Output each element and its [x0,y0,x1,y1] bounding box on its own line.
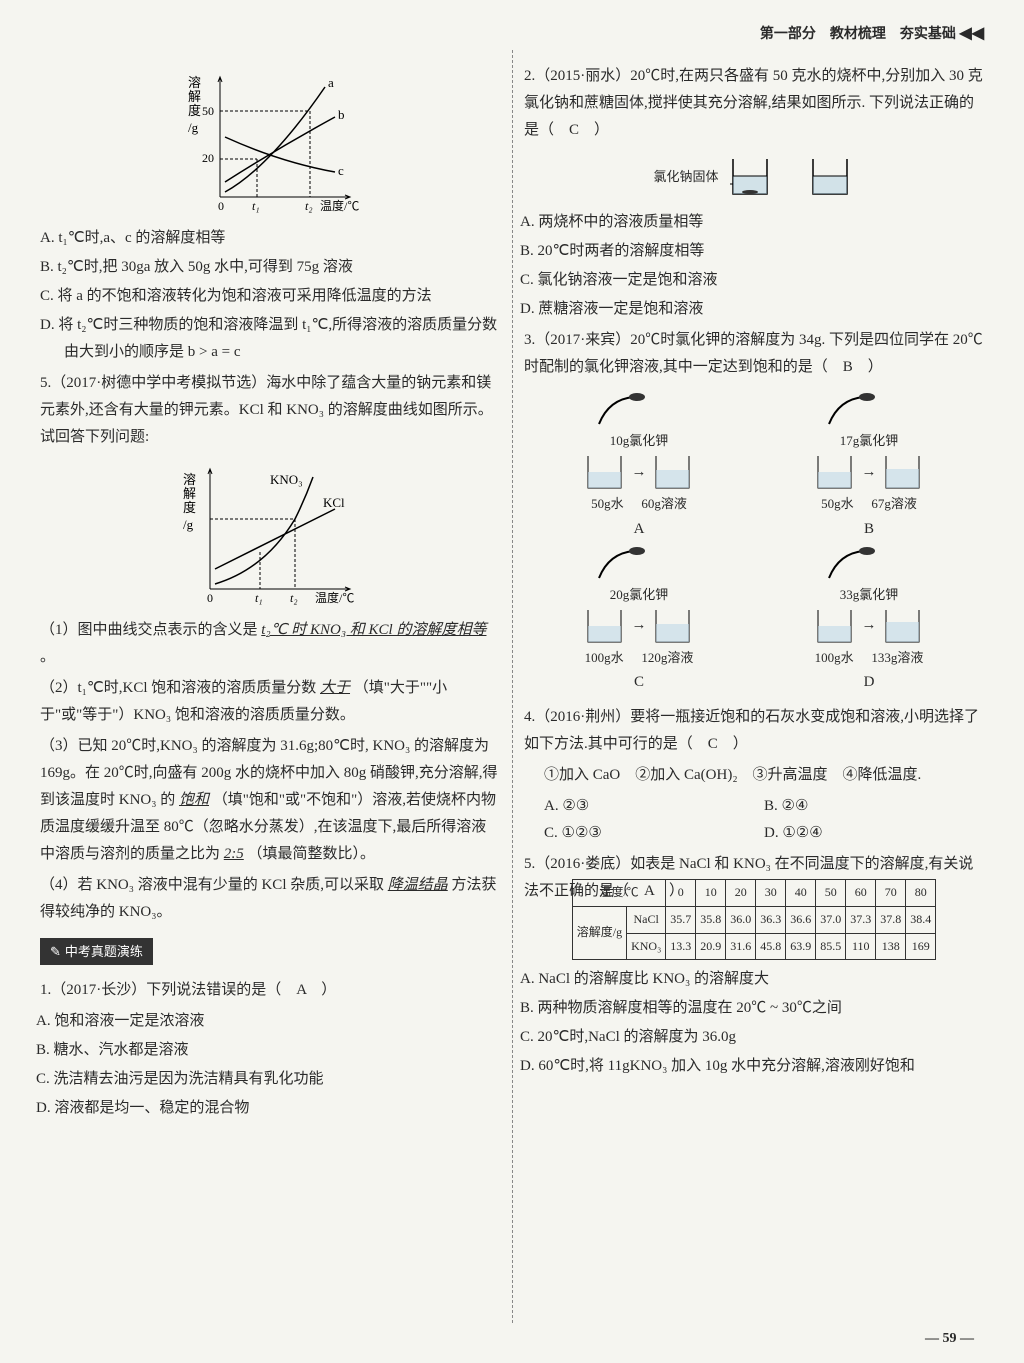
q5-sub1-answer: t₂℃ 时 KNO₃ 和 KCl 的溶解度相等 [261,622,486,638]
ex5-c: C. 20℃时,NaCl 的溶解度为 36.0g [524,1024,984,1051]
solubility-table-full: 温度/℃ 0 10 20 30 40 50 60 70 80 溶解度/g NaC… [572,879,937,960]
ex3-c-b1: 100g水 [585,646,624,669]
ex3-c-label: C [634,669,644,696]
ex4-c: C. ①②③ [544,820,764,847]
ex2-b: B. 20℃时两者的溶解度相等 [524,238,984,265]
q5-sub2-answer: 大于 [320,680,350,696]
q5-sub3-suffix: （填最简整数比）。 [248,846,376,862]
svg-text:解: 解 [183,486,196,501]
q5-sub1: （1）图中曲线交点表示的含义是 t₂℃ 时 KNO₃ 和 KCl 的溶解度相等 … [40,617,500,671]
svg-text:0: 0 [218,199,224,213]
ex3-a-b1: 50g水 [591,492,624,515]
ex2-a: A. 两烧杯中的溶液质量相等 [524,209,984,236]
q4-option-b: B. t₂℃时,把 30ga 放入 50g 水中,可得到 75g 溶液 [40,254,500,281]
q5-sub4: （4）若 KNO₃ 溶液中混有少量的 KCl 杂质,可以采取 降温结晶 方法获得… [40,872,500,926]
svg-text:c: c [338,163,344,178]
left-column: 溶 解 度 /g 50 20 a b c 0 [40,59,500,1124]
q4-option-d: D. 将 t₂℃时三种物质的饱和溶液降温到 t₁℃,所得溶液的溶质质量分数由大到… [40,312,500,366]
ex4-stem: 4.（2016·荆州）要将一瓶接近饱和的石灰水变成饱和溶液,小明选择了如下方法.… [524,704,984,758]
svg-text:度: 度 [188,103,201,118]
ex3-options: 10g氯化钾 → 50g水 60g溶液 A 17g氯化钾 → [524,389,984,697]
svg-text:t₂: t₂ [305,199,313,213]
svg-text:50: 50 [202,104,214,118]
ex5-b: B. 两种物质溶解度相等的温度在 20℃ ~ 30℃之间 [524,995,984,1022]
ex2-d: D. 蔗糖溶液一定是饱和溶液 [524,296,984,323]
svg-text:度: 度 [183,500,196,515]
svg-text:t₂: t₂ [290,591,298,605]
ex2-beakers: 氯化钠固体 [524,154,984,199]
svg-text:a: a [328,75,334,90]
ex3-d-b2: 133g溶液 [871,646,923,669]
ex3-c-spoon: 20g氯化钾 [610,583,669,606]
ex3-b-b2: 67g溶液 [871,492,917,515]
svg-text:/g: /g [183,517,194,532]
q5-sub3: （3）已知 20℃时,KNO₃ 的溶解度为 31.6g;80℃时, KNO₃ 的… [40,733,500,868]
header-text: 第一部分 教材梳理 夯实基础 [760,27,956,42]
solubility-chart-1: 溶 解 度 /g 50 20 a b c 0 [40,67,500,217]
ex1-stem: 1.（2017·长沙）下列说法错误的是（ A ） [40,977,500,1004]
header-arrow: ◀◀ [959,25,984,42]
svg-text:溶: 溶 [183,472,196,487]
ex3-d-b1: 100g水 [815,646,854,669]
beaker-icon [725,154,775,199]
q5-sub3-answer1: 饱和 [179,792,209,808]
right-column: 2.（2015·丽水）20℃时,在两只各盛有 50 克水的烧杯中,分别加入 30… [524,59,984,1124]
q5-sub1-prefix: （1）图中曲线交点表示的含义是 [40,622,258,638]
ex3-stem: 3.（2017·来宾）20℃时氯化钾的溶解度为 34g. 下列是四位同学在 20… [524,327,984,381]
ex3-b-spoon: 17g氯化钾 [840,429,899,452]
ex5-a: A. NaCl 的溶解度比 KNO₃ 的溶解度大 [524,966,984,993]
svg-text:t₁: t₁ [255,591,263,605]
ex3-option-b: 17g氯化钾 → 50g水 67g溶液 B [759,389,980,543]
ex3-d-label: D [864,669,875,696]
ex3-d-spoon: 33g氯化钾 [840,583,899,606]
ex3-b-label: B [864,516,874,543]
svg-text:KCl: KCl [323,495,345,510]
ex1-d: D. 溶液都是均一、稳定的混合物 [40,1095,500,1122]
ex5-d: D. 60℃时,将 11gKNO₃ 加入 10g 水中充分溶解,溶液刚好饱和 [524,1053,984,1080]
q5-sub2-prefix: （2）t₁℃时,KCl 饱和溶液的溶质质量分数 [40,680,316,696]
ex2-c: C. 氯化钠溶液一定是饱和溶液 [524,267,984,294]
svg-text:温度/℃: 温度/℃ [320,198,359,213]
ex4-d: D. ①②④ [764,820,984,847]
solubility-chart-2: 溶 解 度 /g KNO₃ KCl 0 t₁ t₂ 温度/℃ [40,459,500,609]
section-header: 中考真题演练 [40,938,153,965]
svg-text:20: 20 [202,151,214,165]
ex3-option-a: 10g氯化钾 → 50g水 60g溶液 A [529,389,750,543]
svg-text:t₁: t₁ [252,199,260,213]
ex1-b: B. 糖水、汽水都是溶液 [40,1037,500,1064]
ex1-c: C. 洗洁精去油污是因为洗洁精具有乳化功能 [40,1066,500,1093]
ex3-option-d: 33g氯化钾 → 100g水 133g溶液 D [759,543,980,697]
ex3-c-b2: 120g溶液 [641,646,693,669]
q5-stem: 5.（2017·树德中学中考模拟节选）海水中除了蕴含大量的钠元素和镁元素外,还含… [40,370,500,451]
svg-text:KNO₃: KNO₃ [270,472,303,487]
svg-text:解: 解 [188,89,201,104]
q4-option-a: A. t₁℃时,a、c 的溶解度相等 [40,225,500,252]
beaker-icon [805,154,855,199]
ex3-a-b2: 60g溶液 [641,492,687,515]
q5-sub3-answer2: 2:5 [224,846,244,862]
ex4-methods: ①加入 CaO ②加入 Ca(OH)₂ ③升高温度 ④降低温度. [524,762,984,789]
page-number: — 59 — [925,1326,974,1351]
svg-text:溶: 溶 [188,75,201,90]
q5-sub4-prefix: （4）若 KNO₃ 溶液中混有少量的 KCl 杂质,可以采取 [40,877,384,893]
ex2-stem: 2.（2015·丽水）20℃时,在两只各盛有 50 克水的烧杯中,分别加入 30… [524,63,984,144]
ex3-a-spoon: 10g氯化钾 [610,429,669,452]
ex3-option-c: 20g氯化钾 → 100g水 120g溶液 C [529,543,750,697]
svg-text:温度/℃: 温度/℃ [315,590,354,605]
ex3-b-b1: 50g水 [821,492,854,515]
q5-sub1-suffix: 。 [40,649,55,665]
q4-option-c: C. 将 a 的不饱和溶液转化为饱和溶液可采用降低温度的方法 [40,283,500,310]
q5-sub2: （2）t₁℃时,KCl 饱和溶液的溶质质量分数 大于 （填"大于""小于"或"等… [40,675,500,729]
ex2-beaker-label: 氯化钠固体 [653,165,718,188]
q5-sub4-answer: 降温结晶 [388,877,448,893]
ex1-a: A. 饱和溶液一定是浓溶液 [40,1008,500,1035]
svg-text:0: 0 [207,591,213,605]
ex3-a-label: A [634,516,645,543]
ex4-a: A. ②③ [544,793,764,820]
column-divider [512,50,513,1323]
page-header: 第一部分 教材梳理 夯实基础 ◀◀ [40,20,984,49]
ex4-b: B. ②④ [764,793,984,820]
svg-text:b: b [338,107,345,122]
svg-text:/g: /g [188,120,199,135]
